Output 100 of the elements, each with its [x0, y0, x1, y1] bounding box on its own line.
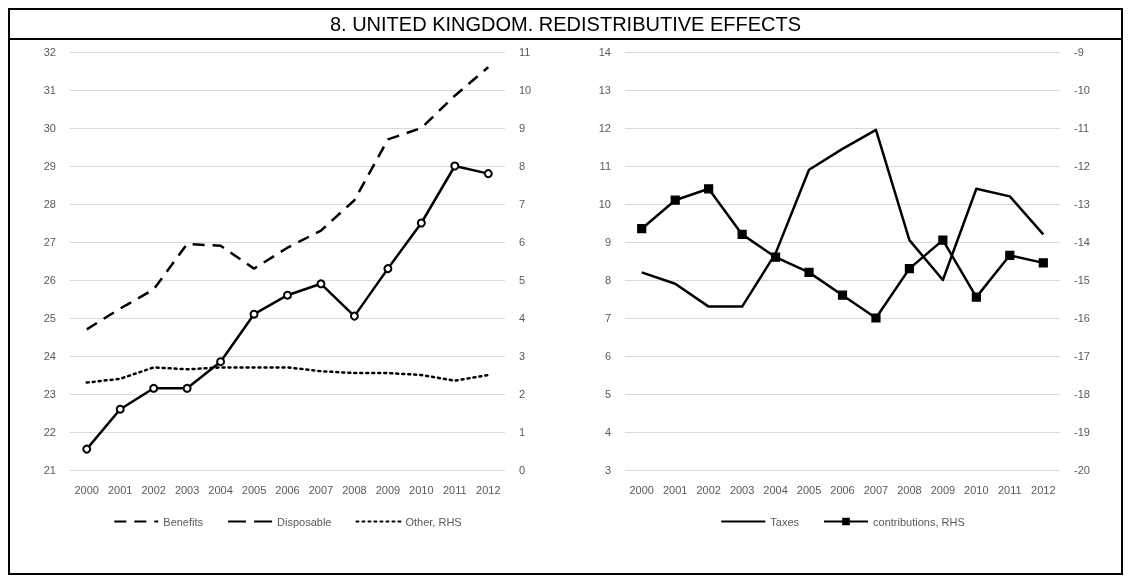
- y2-tick-label: -11: [1074, 122, 1090, 134]
- y-tick-label: 4: [604, 426, 611, 438]
- y-tick-label: 25: [43, 312, 56, 324]
- point: [316, 279, 326, 289]
- point: [904, 264, 915, 274]
- y-tick-label: 27: [43, 236, 56, 248]
- x-tick-label: 2012: [476, 483, 501, 496]
- point: [82, 444, 92, 454]
- y2-tick-label: -17: [1074, 350, 1090, 362]
- y2-tick-label: 6: [519, 236, 526, 248]
- text: 8. UNITED KINGDOM. REDISTRIBUTIVE EFFECTS: [10, 10, 1121, 40]
- point: [1038, 258, 1048, 268]
- point: [283, 290, 292, 300]
- y-tick-label: 22: [43, 426, 56, 438]
- y2-tick-label: -13: [1074, 198, 1090, 210]
- y2-tick-label: 11: [519, 46, 531, 58]
- y2-tick-label: -18: [1074, 388, 1090, 400]
- x-tick-label: 2011: [442, 483, 467, 496]
- point: [871, 313, 881, 323]
- y2-tick-label: -12: [1074, 160, 1090, 172]
- y-tick-label: 12: [598, 122, 611, 134]
- y2-tick-label: -16: [1074, 312, 1090, 324]
- y2-tick-label: 4: [519, 312, 526, 324]
- point: [938, 235, 948, 245]
- x-tick-label: 2004: [763, 483, 788, 496]
- y-tick-label: 32: [43, 46, 56, 58]
- x-tick-label: 2002: [141, 483, 166, 496]
- x-tick-label: 2007: [308, 483, 334, 496]
- y-tick-label: 30: [43, 122, 56, 134]
- point: [450, 161, 460, 171]
- x-tick-label: 2010: [409, 483, 434, 496]
- x-tick-label: 2000: [74, 483, 99, 496]
- x-tick-label: 2008: [897, 483, 922, 496]
- x-tick-label: 2002: [696, 483, 721, 496]
- point: [804, 267, 814, 277]
- y2-tick-label: 10: [519, 84, 532, 96]
- line-series: [85, 65, 490, 331]
- legend-label: contributions, RHS: [873, 515, 965, 528]
- legend-label: Other, RHS: [405, 515, 462, 528]
- y2-tick-label: 8: [519, 160, 526, 172]
- y-tick-label: 29: [43, 160, 56, 172]
- point: [770, 252, 781, 262]
- x-tick-label: 2001: [107, 483, 133, 496]
- x-tick-label: 2001: [662, 483, 688, 496]
- x-tick-label: 2006: [275, 483, 300, 496]
- point: [971, 292, 981, 302]
- y-tick-label: 10: [598, 198, 611, 210]
- x-tick-label: 2005: [796, 483, 822, 496]
- point: [670, 195, 680, 205]
- point: [349, 311, 359, 321]
- x-tick-label: 2008: [342, 483, 367, 496]
- y-tick-label: 23: [43, 388, 56, 400]
- y-tick-label: 5: [604, 388, 611, 400]
- point: [416, 218, 426, 228]
- y-tick-label: 24: [43, 350, 56, 362]
- point: [737, 229, 747, 239]
- x-tick-label: 2003: [729, 483, 755, 496]
- y2-tick-label: -15: [1074, 274, 1090, 286]
- y-tick-label: 13: [598, 84, 611, 96]
- y-tick-label: 7: [604, 312, 611, 324]
- y2-tick-label: 9: [519, 122, 526, 134]
- legend-label: Disposable: [277, 515, 332, 528]
- y2-tick-label: 5: [519, 274, 526, 286]
- point: [704, 184, 714, 194]
- y-tick-label: 28: [43, 198, 56, 210]
- x-tick-label: 2010: [964, 483, 989, 496]
- x-tick-label: 2011: [997, 483, 1022, 496]
- point: [383, 264, 393, 274]
- x-tick-label: 2007: [863, 483, 889, 496]
- y-tick-label: 9: [604, 236, 611, 248]
- x-tick-label: 2009: [930, 483, 956, 496]
- point: [637, 224, 647, 234]
- point: [483, 169, 493, 179]
- x-tick-label: 2003: [174, 483, 200, 496]
- y-tick-label: 6: [604, 350, 611, 362]
- y-tick-label: 31: [43, 84, 56, 96]
- y2-tick-label: 3: [519, 350, 526, 362]
- y-tick-label: 14: [598, 46, 611, 58]
- x-tick-label: 2000: [629, 483, 654, 496]
- y2-tick-label: -14: [1074, 236, 1090, 248]
- y-tick-label: 11: [599, 160, 611, 172]
- y2-tick-label: 1: [519, 426, 526, 438]
- y-tick-label: 26: [43, 274, 56, 286]
- point: [216, 357, 226, 367]
- y-tick-label: 8: [604, 274, 611, 286]
- point: [1005, 250, 1015, 260]
- x-tick-label: 2012: [1031, 483, 1056, 496]
- y-tick-label: 3: [604, 464, 611, 476]
- point: [115, 404, 125, 414]
- y2-tick-label: -9: [1074, 46, 1084, 58]
- y2-tick-label: 7: [519, 198, 526, 210]
- legend-label: Taxes: [770, 515, 800, 528]
- x-tick-label: 2005: [241, 483, 267, 496]
- y2-tick-label: -20: [1074, 464, 1090, 476]
- x-tick-label: 2006: [830, 483, 855, 496]
- x-tick-label: 2004: [208, 483, 233, 496]
- y2-tick-label: -19: [1074, 426, 1090, 438]
- x-tick-label: 2009: [375, 483, 401, 496]
- point: [149, 383, 159, 393]
- point: [182, 383, 192, 393]
